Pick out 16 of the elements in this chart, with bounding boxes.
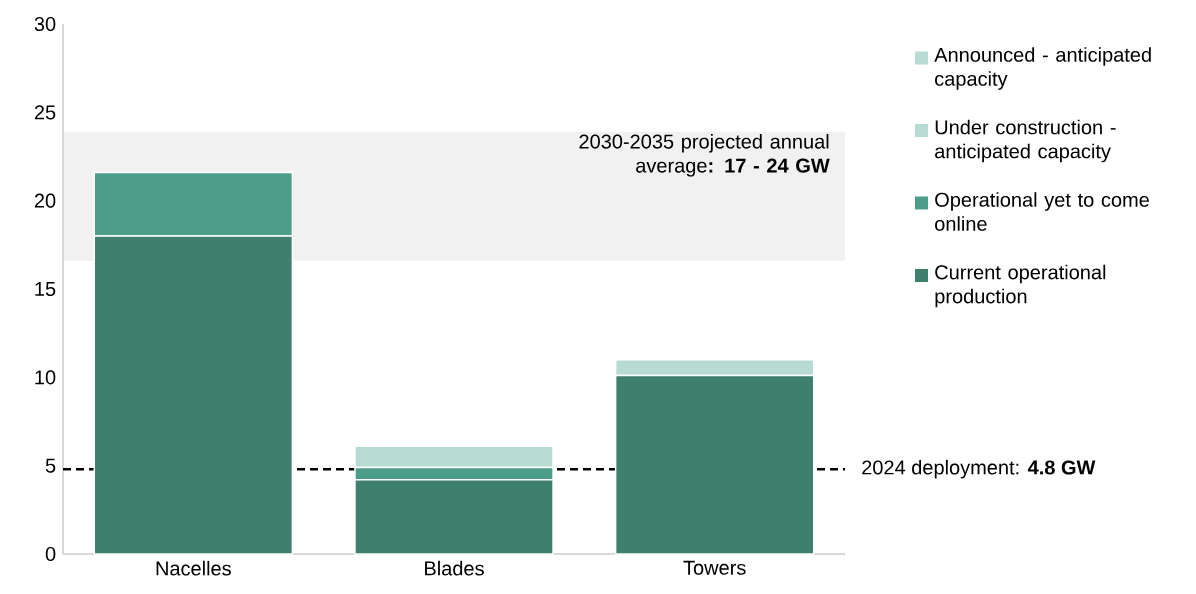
ref-line-label: 2024 deployment: 4.8 GW bbox=[862, 459, 1096, 479]
band-label: 2030-2035 projected annual average: 17 - 24 GW bbox=[579, 133, 830, 177]
x-tick-label: Blades bbox=[425, 560, 484, 576]
x-tick-label: Nacelles bbox=[156, 560, 231, 576]
legend-label: Operational yet to come online bbox=[935, 192, 1149, 231]
legend-label: Announced - anticipated capacity bbox=[934, 47, 1151, 90]
legend-label: Under construction - anticipated capacity bbox=[935, 119, 1116, 163]
x-tick-label: Towers bbox=[683, 560, 746, 575]
legend-label: Current operational production bbox=[935, 264, 1106, 308]
y-tick-label: 30 bbox=[34, 16, 56, 32]
y-tick-label: 15 bbox=[35, 282, 56, 296]
y-tick-label: 25 bbox=[34, 105, 56, 120]
y-tick-label: 10 bbox=[35, 370, 56, 385]
y-tick-label: 5 bbox=[45, 458, 56, 473]
y-tick-label: 0 bbox=[45, 546, 56, 562]
y-tick-label: 20 bbox=[34, 193, 56, 208]
